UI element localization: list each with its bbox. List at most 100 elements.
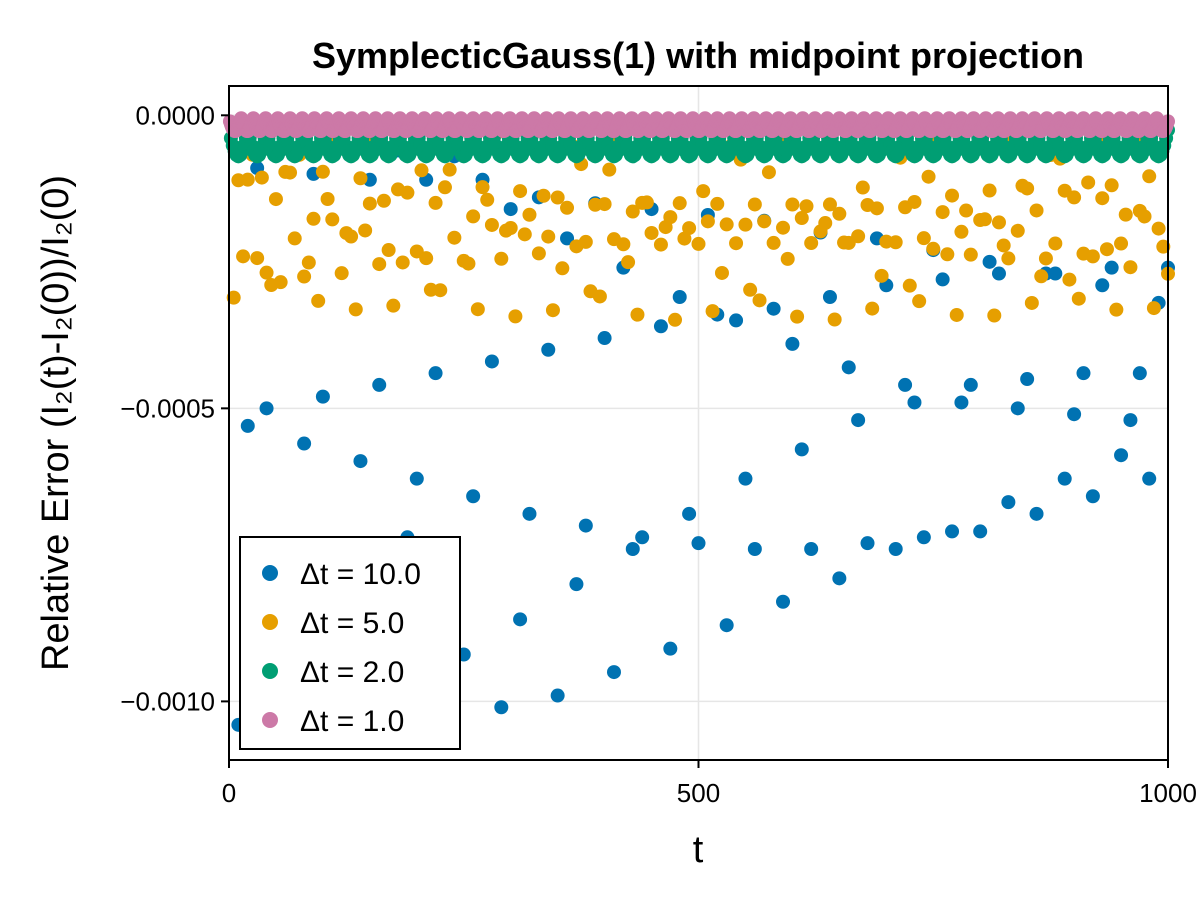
- data-point: [376, 193, 391, 208]
- data-point: [1081, 175, 1096, 190]
- data-point: [1085, 489, 1100, 504]
- data-point: [841, 360, 856, 375]
- data-point: [1034, 269, 1049, 284]
- data-point: [865, 301, 880, 316]
- data-point: [738, 471, 753, 486]
- data-point: [935, 272, 950, 287]
- y-tick-label: 0.0000: [135, 100, 215, 130]
- data-point: [1062, 272, 1077, 287]
- data-point: [1085, 249, 1100, 264]
- data-point: [644, 225, 659, 240]
- data-point: [602, 162, 617, 177]
- data-point: [987, 308, 1002, 323]
- data-point: [1024, 295, 1039, 310]
- data-point: [447, 230, 462, 245]
- data-point: [1118, 207, 1133, 222]
- data-point: [982, 254, 997, 269]
- data-point: [287, 231, 302, 246]
- data-point: [1142, 169, 1157, 184]
- data-point: [912, 294, 927, 309]
- data-point: [381, 243, 396, 258]
- data-point: [597, 331, 612, 346]
- legend-marker: [262, 663, 278, 679]
- legend-marker: [262, 712, 278, 728]
- data-point: [621, 255, 636, 270]
- data-point: [1114, 236, 1129, 251]
- data-point: [466, 489, 481, 504]
- data-point: [1142, 471, 1157, 486]
- data-point: [419, 251, 434, 266]
- data-point: [541, 342, 556, 357]
- data-point: [1114, 448, 1129, 463]
- data-point: [1020, 372, 1035, 387]
- data-point: [940, 247, 955, 262]
- data-point: [729, 236, 744, 251]
- data-point: [916, 530, 931, 545]
- data-point: [1132, 366, 1147, 381]
- data-point: [1029, 203, 1044, 218]
- data-point: [729, 313, 744, 328]
- data-point: [935, 205, 950, 220]
- data-point: [752, 293, 767, 308]
- series-3: [222, 111, 1175, 139]
- legend-label: Δt = 1.0: [300, 705, 404, 738]
- data-point: [1001, 495, 1016, 510]
- data-point: [1146, 301, 1161, 316]
- data-point: [513, 184, 528, 199]
- data-point: [503, 202, 518, 217]
- data-point: [484, 217, 499, 232]
- data-point: [766, 235, 781, 250]
- data-point: [804, 236, 819, 251]
- data-point: [560, 200, 575, 215]
- data-point: [672, 289, 687, 304]
- y-axis-label: Relative Error (I₂(t)-I₂(0))/I₂(0): [35, 175, 77, 671]
- data-point: [306, 211, 321, 226]
- data-point: [503, 220, 518, 235]
- data-point: [668, 312, 683, 327]
- data-point: [653, 237, 668, 252]
- data-point: [743, 282, 758, 297]
- data-point: [1156, 239, 1171, 254]
- data-point: [719, 618, 734, 633]
- data-point: [977, 212, 992, 227]
- data-point: [996, 238, 1011, 253]
- data-point: [470, 302, 485, 317]
- data-point: [714, 265, 729, 280]
- data-point: [353, 171, 368, 186]
- data-point: [1151, 221, 1166, 236]
- data-point: [254, 170, 269, 185]
- data-point: [1038, 251, 1053, 266]
- data-points: [222, 111, 1175, 732]
- data-point: [545, 303, 560, 318]
- data-point: [513, 612, 528, 627]
- data-point: [696, 184, 711, 199]
- data-point: [433, 283, 448, 298]
- data-point: [1020, 181, 1035, 196]
- data-point: [991, 215, 1006, 230]
- data-point: [297, 269, 312, 284]
- data-point: [738, 217, 753, 232]
- data-point: [348, 302, 363, 317]
- data-point: [705, 304, 720, 319]
- data-point: [926, 241, 941, 256]
- data-point: [1029, 506, 1044, 521]
- data-point: [954, 224, 969, 239]
- data-point: [818, 216, 833, 231]
- data-point: [963, 377, 978, 392]
- data-point: [1099, 242, 1114, 257]
- data-point: [874, 268, 889, 283]
- data-point: [606, 665, 621, 680]
- data-point: [480, 192, 495, 207]
- data-point: [386, 298, 401, 313]
- data-point: [517, 227, 532, 242]
- data-point: [780, 251, 795, 266]
- data-point: [663, 210, 678, 225]
- data-point: [353, 454, 368, 469]
- data-point: [315, 164, 330, 179]
- data-point: [822, 197, 837, 212]
- data-point: [578, 518, 593, 533]
- data-point: [555, 261, 570, 276]
- data-point: [855, 180, 870, 195]
- data-point: [362, 196, 377, 211]
